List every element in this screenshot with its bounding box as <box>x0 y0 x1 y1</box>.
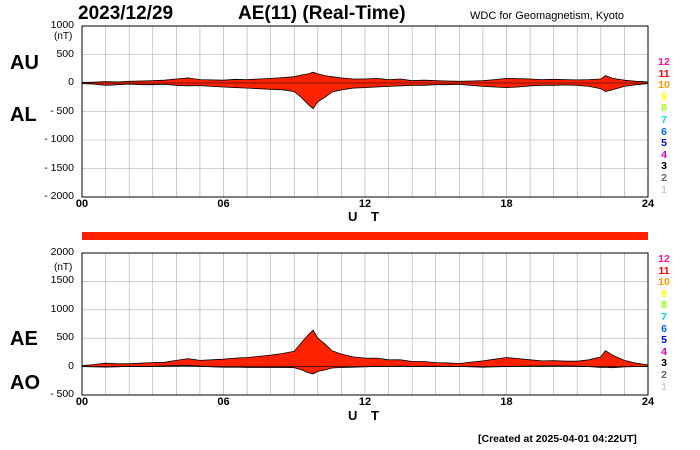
ae-label: AE <box>10 328 38 350</box>
x-tick-label: 06 <box>217 396 230 408</box>
legend-item-5: 5 <box>661 334 667 347</box>
unit-label-top: (nT) <box>54 31 73 42</box>
organization-label: WDC for Geomagnetism, Kyoto <box>470 10 625 22</box>
legend-item-6: 6 <box>661 125 667 138</box>
y-tick-label: 2000 <box>50 246 74 258</box>
legend-item-3: 3 <box>661 357 667 370</box>
legend-item-5: 5 <box>661 137 667 150</box>
x-tick-label: 18 <box>500 198 513 210</box>
series-line-ao <box>81 365 649 375</box>
plot-frame <box>81 25 649 198</box>
legend-item-2: 2 <box>661 172 667 184</box>
x-tick-label: 12 <box>358 198 372 210</box>
legend-item-2: 2 <box>661 369 667 381</box>
area-fill-au-al <box>82 72 648 109</box>
x-tick-label: 00 <box>75 396 89 408</box>
legend-item-7: 7 <box>661 114 667 126</box>
series-line-ae <box>81 329 649 366</box>
y-tick-label: 0 <box>68 359 74 372</box>
legend-item-11: 11 <box>658 67 670 80</box>
legend-item-8: 8 <box>661 102 667 115</box>
y-tick-label: - 500 <box>50 388 74 400</box>
al-label: AL <box>10 104 37 126</box>
y-tick-label: 500 <box>56 331 74 344</box>
legend-item-6: 6 <box>661 322 667 335</box>
legend-item-12: 12 <box>658 56 670 68</box>
series-line-al <box>81 83 649 110</box>
legend-item-4: 4 <box>661 345 667 358</box>
y-tick-label: - 2000 <box>44 190 74 202</box>
chart-date: 2023/12/29 <box>78 3 174 24</box>
legend-item-7: 7 <box>661 311 667 323</box>
data-coverage-bar <box>82 232 648 240</box>
x-tick-label: 00 <box>75 198 89 210</box>
au-label: AU <box>10 52 39 74</box>
y-tick-label: 500 <box>56 47 74 60</box>
legend-item-11: 11 <box>658 264 670 277</box>
legend-item-10: 10 <box>658 276 670 289</box>
legend-item-1: 1 <box>661 380 667 393</box>
y-tick-label: 1000 <box>50 19 74 31</box>
y-tick-label: - 1500 <box>44 161 74 174</box>
y-tick-label: - 1000 <box>44 133 74 145</box>
legend-item-1: 1 <box>661 183 667 196</box>
y-tick-label: 0 <box>68 76 74 88</box>
y-tick-label: 1500 <box>50 274 74 287</box>
x-tick-label: 24 <box>641 198 655 210</box>
legend-item-9: 9 <box>661 90 667 103</box>
x-tick-label: 12 <box>358 396 372 408</box>
created-timestamp: [Created at 2025-04-01 04:22UT] <box>478 433 637 445</box>
ao-label: AO <box>10 372 40 394</box>
x-tick-label: 24 <box>641 396 655 408</box>
legend-item-4: 4 <box>661 148 667 161</box>
legend-item-3: 3 <box>661 160 667 173</box>
plot-frame <box>81 252 649 396</box>
y-tick-label: - 500 <box>50 104 74 117</box>
series-line-au <box>81 71 649 83</box>
x-axis-label-top: U T <box>348 209 384 224</box>
chart-title: AE(11) (Real-Time) <box>238 3 406 24</box>
y-tick-label: 1000 <box>50 302 74 315</box>
unit-label-bottom: (nT) <box>54 262 73 273</box>
legend-item-12: 12 <box>658 253 670 265</box>
legend-item-10: 10 <box>658 79 670 92</box>
x-axis-label-bottom: U T <box>348 408 384 423</box>
x-tick-label: 18 <box>500 396 513 408</box>
legend-item-8: 8 <box>661 299 667 312</box>
area-fill-ae-ao <box>82 330 648 374</box>
legend-item-9: 9 <box>661 287 667 300</box>
x-tick-label: 06 <box>217 198 230 210</box>
